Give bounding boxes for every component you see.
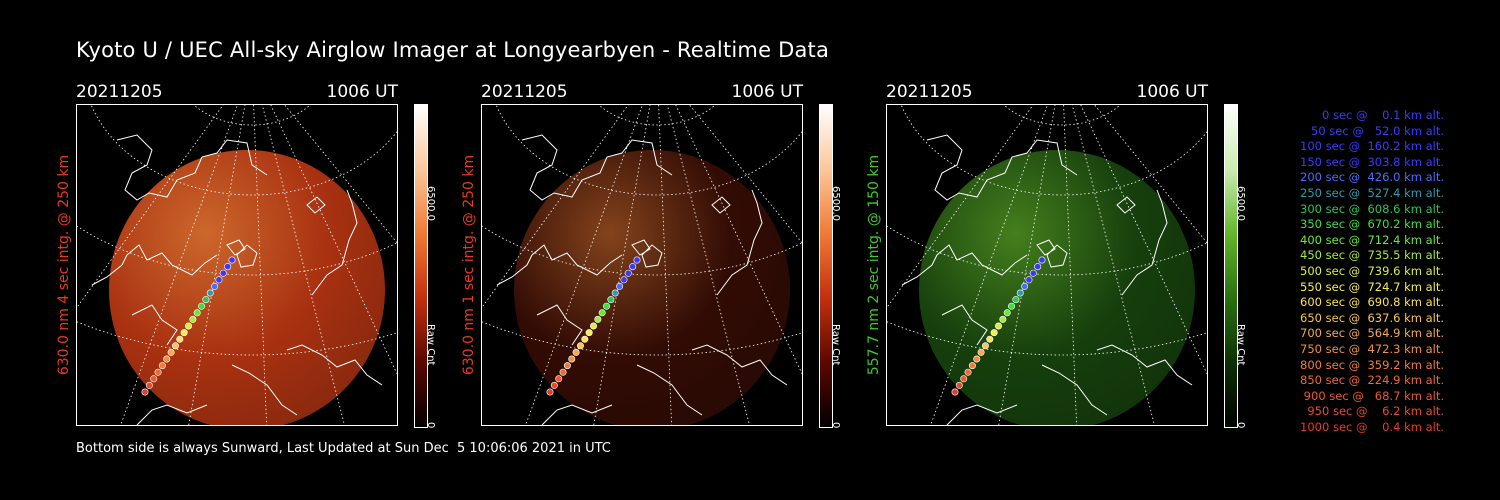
legend-row: 950 sec @ 6.2 km alt. — [1303, 404, 1444, 419]
legend-row: 800 sec @ 359.2 km alt. — [1296, 357, 1444, 372]
image-panel-1: 20211205 1006 UT 630.0 nm 4 sec intg. @ … — [56, 82, 476, 432]
image-panel-2: 20211205 1006 UT 630.0 nm 1 sec intg. @ … — [461, 82, 881, 432]
colorbar-unit-label: Raw Cnt — [830, 324, 841, 366]
legend-row: 100 sec @ 160.2 km alt. — [1296, 139, 1444, 154]
legend-row: 200 sec @ 426.0 km alt. — [1296, 170, 1444, 185]
panel-time: 1006 UT — [326, 82, 399, 102]
colorbar-min-label: 0 — [425, 422, 436, 429]
panel-wavelength-label: 630.0 nm 1 sec intg. @ 250 km — [461, 154, 477, 376]
panel-wavelength-label: 557.7 nm 2 sec intg. @ 150 km — [866, 154, 882, 376]
panel-date: 20211205 — [886, 82, 973, 102]
legend-row: 1000 sec @ 0.4 km alt. — [1300, 419, 1444, 434]
legend-row: 850 sec @ 224.9 km alt. — [1296, 373, 1444, 388]
legend-row: 900 sec @ 68.7 km alt. — [1300, 388, 1444, 403]
colorbar-max-label: 6500.0 — [830, 186, 841, 221]
legend-row: 750 sec @ 472.3 km alt. — [1296, 341, 1444, 356]
colorbar-max-label: 6500.0 — [425, 186, 436, 221]
legend-row: 700 sec @ 564.9 km alt. — [1296, 326, 1444, 341]
legend-row: 400 sec @ 712.4 km alt. — [1296, 232, 1444, 247]
legend-row: 250 sec @ 527.4 km alt. — [1296, 185, 1444, 200]
legend-row: 300 sec @ 608.6 km alt. — [1296, 201, 1444, 216]
image-panel-3: 20211205 1006 UT 557.7 nm 2 sec intg. @ … — [866, 82, 1286, 432]
panel-wavelength-label: 630.0 nm 4 sec intg. @ 250 km — [56, 154, 72, 376]
page-title: Kyoto U / UEC All-sky Airglow Imager at … — [76, 38, 830, 62]
colorbar — [1224, 104, 1238, 428]
allsky-image-disk — [514, 150, 790, 425]
allsky-image-disk — [919, 150, 1195, 425]
legend-row: 50 sec @ 52.0 km alt. — [1303, 123, 1444, 138]
legend-row: 600 sec @ 690.8 km alt. — [1296, 295, 1444, 310]
colorbar — [414, 104, 428, 428]
allsky-image — [482, 105, 802, 425]
panel-time: 1006 UT — [1136, 82, 1209, 102]
colorbar-min-label: 0 — [1235, 422, 1246, 429]
legend-row: 500 sec @ 739.6 km alt. — [1296, 263, 1444, 278]
legend-row: 650 sec @ 637.6 km alt. — [1296, 310, 1444, 325]
colorbar-min-label: 0 — [830, 422, 841, 429]
trajectory-legend: 0 sec @ 0.1 km alt. 50 sec @ 52.0 km alt… — [1262, 108, 1444, 435]
legend-row: 550 sec @ 724.7 km alt. — [1296, 279, 1444, 294]
allsky-image-frame — [481, 104, 803, 426]
legend-row: 0 sec @ 0.1 km alt. — [1311, 108, 1444, 122]
panel-date: 20211205 — [76, 82, 163, 102]
colorbar — [819, 104, 833, 428]
colorbar-unit-label: Raw Cnt — [425, 324, 436, 366]
footer-status: Bottom side is always Sunward, Last Upda… — [76, 441, 611, 456]
panel-date: 20211205 — [481, 82, 568, 102]
legend-row: 450 sec @ 735.5 km alt. — [1296, 248, 1444, 263]
colorbar-unit-label: Raw Cnt — [1235, 324, 1246, 366]
allsky-image-frame — [76, 104, 398, 426]
legend-row: 150 sec @ 303.8 km alt. — [1296, 154, 1444, 169]
allsky-image — [887, 105, 1207, 425]
allsky-image-disk — [109, 150, 385, 425]
legend-row: 350 sec @ 670.2 km alt. — [1296, 217, 1444, 232]
allsky-image — [77, 105, 397, 425]
panel-time: 1006 UT — [731, 82, 804, 102]
colorbar-max-label: 6500.0 — [1235, 186, 1246, 221]
allsky-image-frame — [886, 104, 1208, 426]
